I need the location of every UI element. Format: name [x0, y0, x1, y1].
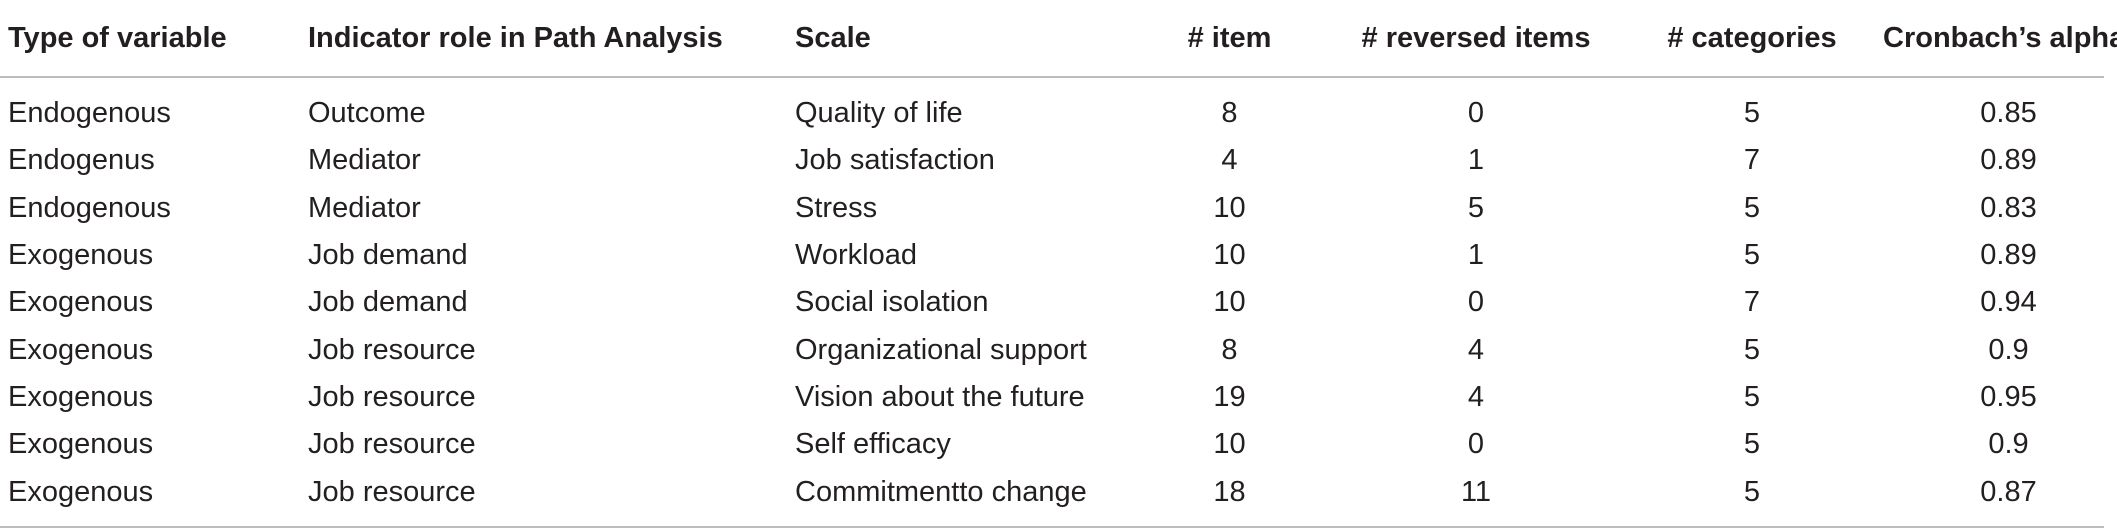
cell-item-count: 4	[1221, 144, 1238, 177]
table-body: Endogenous Outcome Quality of life 8 0 5 0.85 E…	[0, 77, 2104, 528]
cell-indicator-role: Job resource	[308, 380, 476, 413]
cell-reversed-items: 1	[1467, 144, 1485, 177]
cell-type-of-variable: Exogenous	[8, 286, 154, 319]
cell-indicator-role: Mediator	[308, 144, 421, 177]
cell-item-count: 10	[1213, 191, 1246, 224]
cell-cronbachs-alpha: 0.89	[1980, 239, 2037, 272]
cell-scale: Stress	[795, 191, 878, 224]
cell-reversed-items: 4	[1467, 380, 1485, 413]
cell-type-of-variable: Exogenous	[8, 380, 154, 413]
cell-reversed-items: 0	[1467, 97, 1485, 130]
table-row: Exogenous Job demand Social isolation 10 0 7 0…	[0, 279, 2104, 326]
cell-cronbachs-alpha: 0.85	[1980, 97, 2037, 130]
cell-reversed-items: 4	[1467, 333, 1485, 366]
table-header: Type of variable Indicator role in Path …	[0, 0, 2117, 78]
cell-cronbachs-alpha: 0.83	[1980, 191, 2037, 224]
header-scale: Scale	[787, 0, 1128, 78]
table-row: Endogenus Mediator Job satisfaction 4 1 7 0.89	[0, 137, 2104, 184]
cell-reversed-items: 0	[1467, 286, 1485, 319]
cell-reversed-items: 0	[1467, 428, 1485, 461]
cell-categories: 5	[1743, 333, 1761, 366]
header-row: Type of variable Indicator role in Path …	[0, 0, 2117, 78]
cell-scale: Vision about the future	[795, 380, 1085, 413]
cell-cronbachs-alpha: 0.94	[1980, 286, 2037, 319]
cell-indicator-role: Job resource	[308, 428, 476, 461]
cell-categories: 5	[1743, 428, 1761, 461]
cell-indicator-role: Job resource	[300, 468, 787, 528]
cell-cronbachs-alpha: 0.89	[1980, 144, 2037, 177]
cell-type-of-variable: Endogenous	[8, 97, 171, 130]
table-row: Endogenous Mediator Stress 10 5 5 0.83	[0, 185, 2104, 232]
cell-cronbachs-alpha: 0.9	[1988, 333, 2029, 366]
cell-type-of-variable: Exogenous	[0, 468, 300, 528]
cell-categories: 7	[1743, 286, 1761, 319]
cell-scale: Workload	[795, 239, 917, 272]
cell-type-of-variable: Exogenous	[8, 239, 154, 272]
table-row: Exogenous Job resource Vision about the fu…	[0, 374, 2104, 421]
cell-item-count: 18	[1128, 468, 1331, 528]
cell-indicator-role: Job demand	[308, 239, 468, 272]
cell-categories: 5	[1743, 380, 1761, 413]
cell-scale: Commitmentto change	[787, 468, 1128, 528]
cell-item-count: 8	[1221, 97, 1238, 130]
cell-indicator-role: Job demand	[308, 286, 468, 319]
cell-categories: 5	[1743, 239, 1761, 272]
cell-item-count: 10	[1213, 286, 1246, 319]
cell-reversed-items: 5	[1467, 191, 1485, 224]
table-row: Exogenous Job resource Organizational supp…	[0, 326, 2104, 373]
cell-item-count: 19	[1213, 380, 1246, 413]
table-row: Exogenous Job demand Workload 10 1 5 0.89	[0, 232, 2104, 279]
table-row: Endogenous Outcome Quality of life 8 0 5 0.85	[0, 77, 2104, 137]
cell-cronbachs-alpha: 0.95	[1980, 380, 2037, 413]
header-item-count: # item	[1128, 0, 1331, 78]
cell-item-count: 10	[1213, 239, 1246, 272]
cell-categories: 5	[1621, 468, 1883, 528]
cell-type-of-variable: Exogenous	[8, 333, 154, 366]
cell-categories: 5	[1743, 97, 1761, 130]
cell-categories: 7	[1743, 144, 1761, 177]
header-reversed-items: # reversed items	[1331, 0, 1621, 78]
cell-item-count: 10	[1213, 428, 1246, 461]
header-type-of-variable: Type of variable	[0, 0, 300, 78]
cell-cronbachs-alpha: 0.87	[1883, 468, 2104, 528]
cell-reversed-items: 1	[1467, 239, 1485, 272]
cell-type-of-variable: Endogenous	[8, 191, 171, 224]
cell-scale: Organizational support	[795, 333, 1087, 366]
cell-item-count: 8	[1221, 333, 1238, 366]
cell-reversed-items: 11	[1331, 468, 1621, 528]
table-row: Exogenous Job resource Self efficacy 10 0 5 0.…	[0, 421, 2104, 468]
cell-scale: Social isolation	[795, 286, 989, 319]
cell-scale: Job satisfaction	[795, 144, 995, 177]
cell-cronbachs-alpha: 0.9	[1988, 428, 2029, 461]
cell-indicator-role: Outcome	[308, 97, 426, 130]
cell-categories: 5	[1743, 191, 1761, 224]
cell-indicator-role: Mediator	[308, 191, 421, 224]
cell-indicator-role: Job resource	[308, 333, 476, 366]
header-cronbachs-alpha: Cronbach’s alpha	[1883, 0, 2117, 78]
cell-type-of-variable: Exogenous	[8, 428, 154, 461]
cell-scale: Self efficacy	[795, 428, 951, 461]
table-row: Exogenous Job resource Commitmentto change…	[0, 468, 2104, 528]
header-categories: # categories	[1621, 0, 1883, 78]
cell-type-of-variable: Endogenus	[8, 144, 155, 177]
header-indicator-role: Indicator role in Path Analysis	[300, 0, 787, 78]
cell-scale: Quality of life	[795, 97, 963, 130]
